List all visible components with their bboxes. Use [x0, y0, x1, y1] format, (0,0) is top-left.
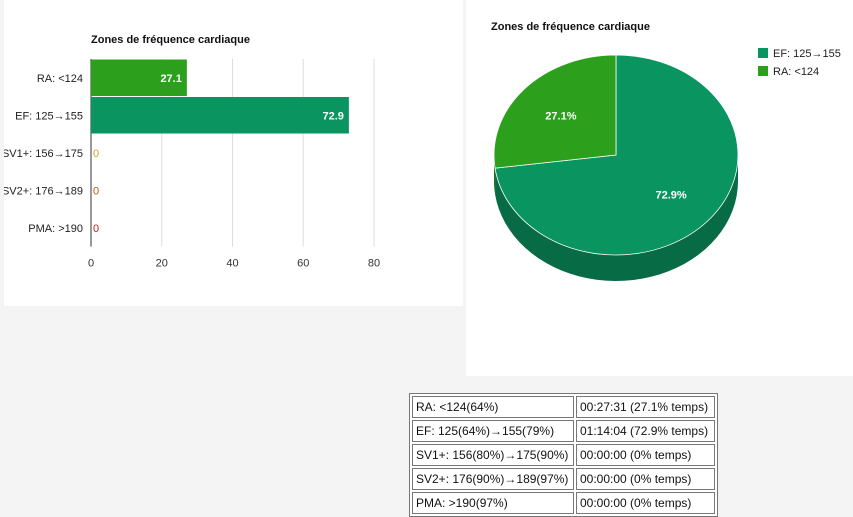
- category-label: EF: 125→155: [15, 110, 83, 122]
- bar-value-label: 0: [93, 148, 99, 160]
- category-label: RA: <124: [37, 73, 83, 85]
- pie-chart: Zones de fréquence cardiaque 72.9%27.1% …: [491, 21, 841, 281]
- x-tick-label: 0: [88, 258, 94, 270]
- bar-chart: Zones de fréquence cardiaque RA: <124 EF:…: [2, 34, 380, 270]
- pie-slice-label: 27.1%: [545, 111, 576, 123]
- x-tick-label: 60: [297, 258, 309, 270]
- legend-swatch: [758, 66, 768, 76]
- x-tick-label: 20: [156, 258, 168, 270]
- table-row: RA: <124(64%) 00:27:31 (27.1% temps): [412, 396, 715, 418]
- zone-range-cell: EF: 125(64%)→155(79%): [412, 420, 574, 442]
- pie-slice: [494, 54, 739, 256]
- legend-label: RA: <124: [773, 66, 819, 78]
- bar: [91, 59, 187, 96]
- category-label: SV2+: 176→189: [4, 185, 83, 197]
- zone-time-cell: 00:00:00 (0% temps): [576, 468, 715, 490]
- table-row: EF: 125(64%)→155(79%) 01:14:04 (72.9% tem…: [412, 420, 715, 442]
- x-tick-label: 80: [368, 258, 380, 270]
- pie-chart-title: Zones de fréquence cardiaque: [491, 21, 650, 33]
- x-tick-label: 40: [226, 258, 238, 270]
- table-row: SV1+: 156(80%)→175(90%) 00:00:00 (0% temp…: [412, 444, 715, 466]
- category-label: SV1+: 156→175: [4, 148, 83, 160]
- zone-range-cell: RA: <124(64%): [412, 396, 574, 418]
- table-row: PMA: >190(97%) 00:00:00 (0% temps): [412, 492, 715, 514]
- table-row: SV2+: 176(90%)→189(97%) 00:00:00 (0% temp…: [412, 468, 715, 490]
- bar-value-label: 0: [93, 185, 99, 197]
- bar-value-label: 72.9: [322, 110, 343, 122]
- zone-time-cell: 00:27:31 (27.1% temps): [576, 396, 715, 418]
- bar-value-label: 0: [93, 223, 99, 235]
- zone-time-cell: 01:14:04 (72.9% temps): [576, 420, 715, 442]
- pie-slice-label: 72.9%: [655, 190, 686, 202]
- legend-swatch: [758, 48, 768, 58]
- zone-range-cell: SV2+: 176(90%)→189(97%): [412, 468, 574, 490]
- zone-time-cell: 00:00:00 (0% temps): [576, 492, 715, 514]
- pie-slice: [493, 54, 617, 169]
- category-label: PMA: >190: [28, 223, 83, 235]
- bar: [91, 97, 349, 134]
- bar-chart-panel: Zones de fréquence cardiaque RA: <124 EF:…: [2, 0, 463, 306]
- legend-label: EF: 125→155: [773, 48, 841, 60]
- bar-value-label: 27.1: [160, 73, 181, 85]
- zone-range-cell: SV1+: 156(80%)→175(90%): [412, 444, 574, 466]
- pie-chart-panel: Zones de fréquence cardiaque 72.9% 27.1% …: [466, 0, 853, 376]
- pie-slice-side: [495, 155, 738, 281]
- bar-chart-title: Zones de fréquence cardiaque: [91, 34, 250, 46]
- zone-range-cell: PMA: >190(97%): [412, 492, 574, 514]
- heart-rate-zones-table: RA: <124(64%) 00:27:31 (27.1% temps) EF: 1…: [409, 393, 718, 517]
- zone-time-cell: 00:00:00 (0% temps): [576, 444, 715, 466]
